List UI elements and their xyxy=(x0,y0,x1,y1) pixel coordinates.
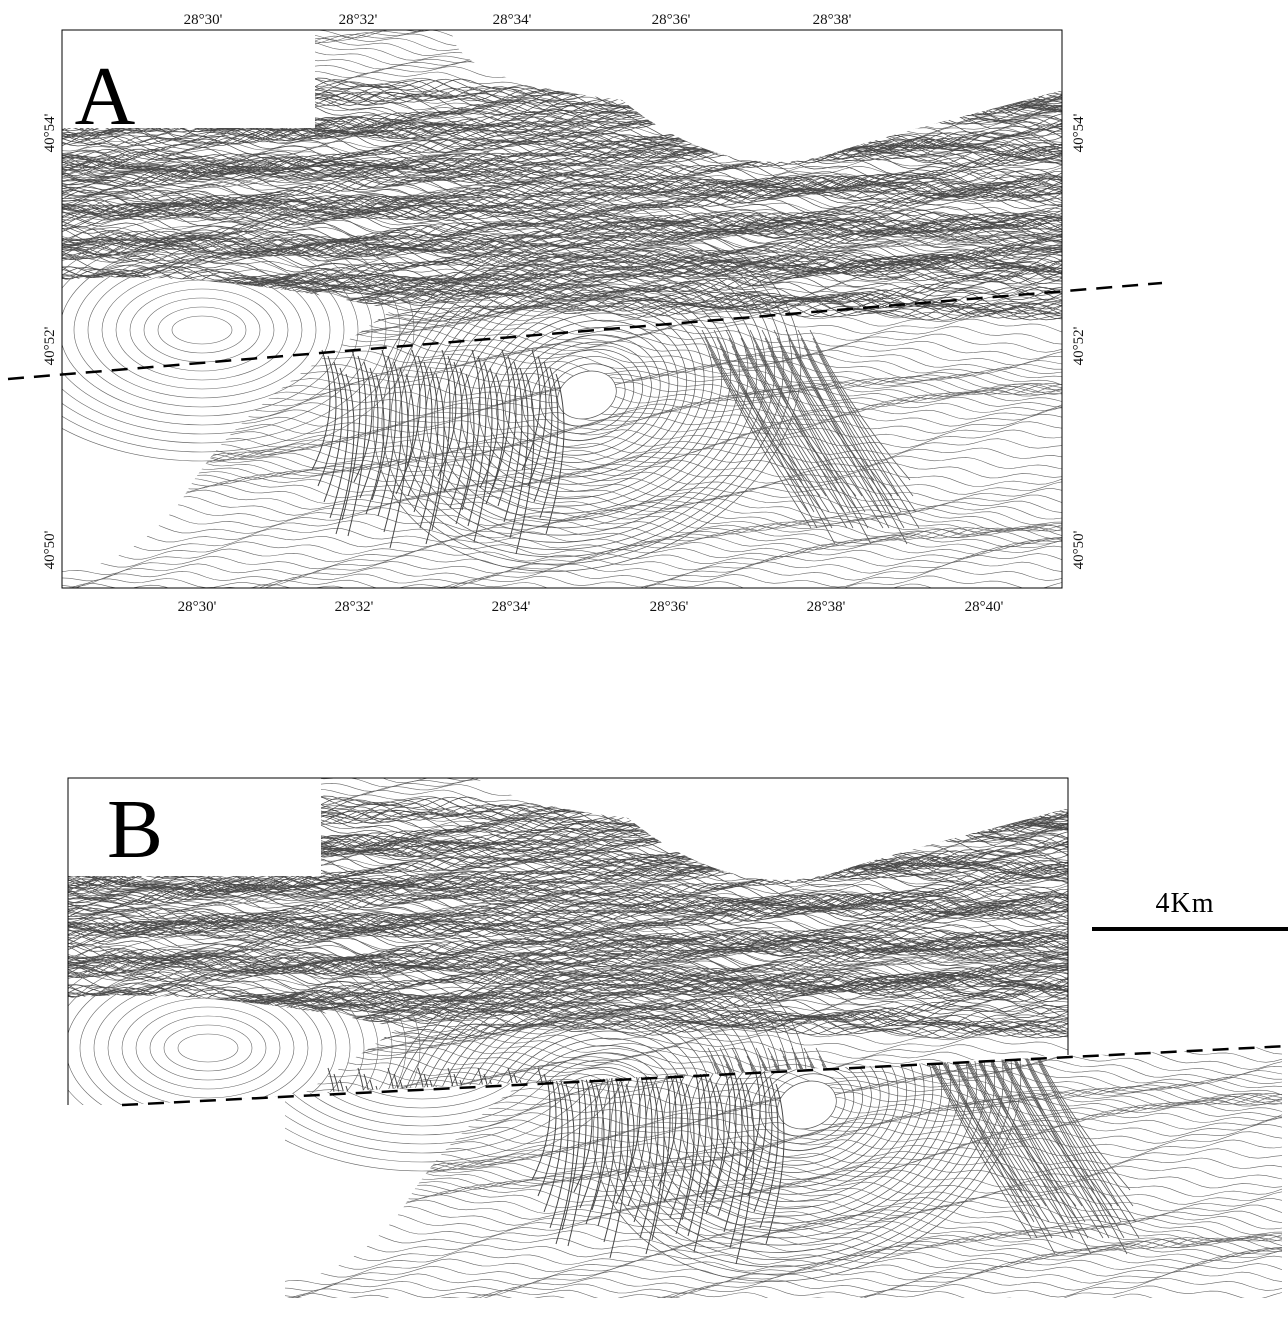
left-tick-label: 40°52' xyxy=(42,326,58,365)
bottom-tick-label: 28°38' xyxy=(807,599,846,615)
bottom-tick-label: 28°40' xyxy=(965,599,1004,615)
figure: A 28°30' 28°32' 28°34' 28°36' 28°38' 28°30' 28… xyxy=(0,0,1288,1331)
bottom-tick-label: 28°34' xyxy=(492,599,531,615)
top-tick-label: 28°38' xyxy=(813,12,852,28)
bottom-tick-label: 28°30' xyxy=(178,599,217,615)
right-tick-label: 40°54' xyxy=(1071,113,1087,152)
panel-letter: B xyxy=(107,783,163,876)
bottom-tick-label: 28°36' xyxy=(650,599,689,615)
top-tick-label: 28°34' xyxy=(493,12,532,28)
label-box xyxy=(68,778,321,876)
bottom-tick-label: 28°32' xyxy=(335,599,374,615)
left-tick-label: 40°54' xyxy=(42,113,58,152)
panel-letter: A xyxy=(75,50,136,143)
panel-b: B 4Km xyxy=(0,732,1288,1331)
page: {"panel_a": {"label": "A", "top_ticks": … xyxy=(0,0,1288,1331)
top-tick-label: 28°36' xyxy=(652,12,691,28)
panel-a: A 28°30' 28°32' 28°34' 28°36' 28°38' 28°30' 28… xyxy=(0,12,1162,630)
right-tick-label: 40°50' xyxy=(1071,530,1087,569)
top-tick-label: 28°30' xyxy=(184,12,223,28)
scale-label: 4Km xyxy=(1156,888,1215,919)
right-tick-label: 40°52' xyxy=(1071,326,1087,365)
left-tick-label: 40°50' xyxy=(42,530,58,569)
top-tick-label: 28°32' xyxy=(339,12,378,28)
